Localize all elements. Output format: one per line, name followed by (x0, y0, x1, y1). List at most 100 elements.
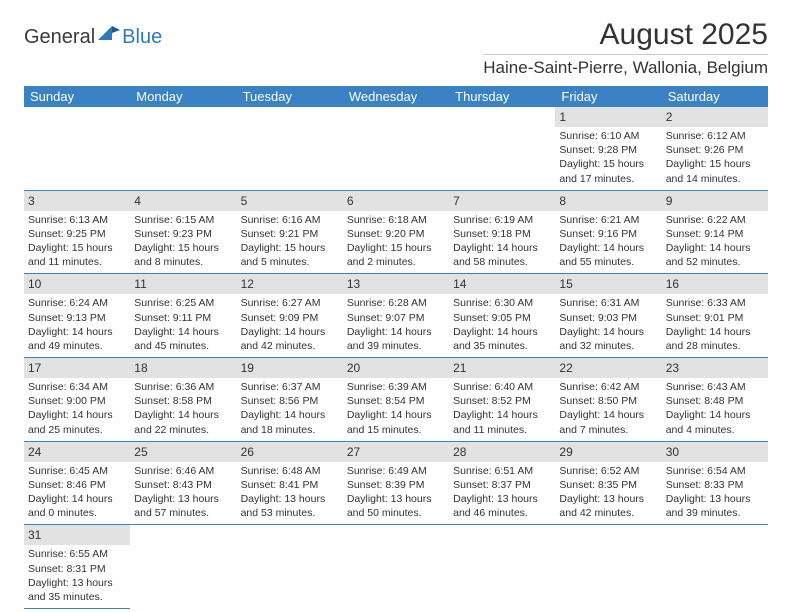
empty-cell (343, 107, 449, 191)
logo-flag-icon (98, 26, 120, 49)
day-number: 12 (241, 277, 254, 291)
weekday-header-row: SundayMondayTuesdayWednesdayThursdayFrid… (24, 86, 768, 107)
day-number: 31 (28, 528, 41, 542)
day-number: 30 (666, 445, 679, 459)
weekday-header: Wednesday (343, 86, 449, 107)
day-cell: 17 Sunrise: 6:34 AMSunset: 9:00 PMDayligh… (24, 358, 130, 442)
empty-cell (449, 107, 555, 191)
day-cell: 29 Sunrise: 6:52 AMSunset: 8:35 PMDayligh… (555, 442, 661, 526)
sun-info: Sunrise: 6:37 AMSunset: 8:56 PMDaylight:… (241, 380, 339, 437)
day-cell: 8 Sunrise: 6:21 AMSunset: 9:16 PMDaylight… (555, 191, 661, 275)
calendar-row: 3 Sunrise: 6:13 AMSunset: 9:25 PMDaylight… (24, 191, 768, 275)
sun-info: Sunrise: 6:12 AMSunset: 9:26 PMDaylight:… (666, 129, 764, 186)
day-number: 13 (347, 277, 360, 291)
calendar-row: 24Sunrise: 6:45 AMSunset: 8:46 PMDayligh… (24, 442, 768, 526)
day-cell: 16 Sunrise: 6:33 AMSunset: 9:01 PMDayligh… (662, 274, 768, 358)
empty-cell (24, 107, 130, 191)
sun-info: Sunrise: 6:30 AMSunset: 9:05 PMDaylight:… (453, 296, 551, 353)
logo: General Blue (24, 26, 162, 49)
calendar-row: 10 Sunrise: 6:24 AMSunset: 9:13 PMDayligh… (24, 274, 768, 358)
day-cell: 24Sunrise: 6:45 AMSunset: 8:46 PMDayligh… (24, 442, 130, 526)
location: Haine-Saint-Pierre, Wallonia, Belgium (483, 58, 768, 78)
sun-info: Sunrise: 6:49 AMSunset: 8:39 PMDaylight:… (347, 464, 445, 521)
weekday-header: Friday (555, 86, 661, 107)
day-number: 20 (347, 361, 360, 375)
logo-text-general: General (24, 26, 95, 49)
day-cell: 15 Sunrise: 6:31 AMSunset: 9:03 PMDayligh… (555, 274, 661, 358)
sun-info: Sunrise: 6:36 AMSunset: 8:58 PMDaylight:… (134, 380, 232, 437)
sun-info: Sunrise: 6:13 AMSunset: 9:25 PMDaylight:… (28, 213, 126, 270)
day-number: 9 (666, 194, 673, 208)
sun-info: Sunrise: 6:43 AMSunset: 8:48 PMDaylight:… (666, 380, 764, 437)
sun-info: Sunrise: 6:24 AMSunset: 9:13 PMDaylight:… (28, 296, 126, 353)
sun-info: Sunrise: 6:51 AMSunset: 8:37 PMDaylight:… (453, 464, 551, 521)
day-cell: 18Sunrise: 6:36 AMSunset: 8:58 PMDayligh… (130, 358, 236, 442)
day-number: 11 (134, 277, 146, 291)
sun-info: Sunrise: 6:45 AMSunset: 8:46 PMDaylight:… (28, 464, 126, 521)
day-number: 7 (453, 194, 460, 208)
day-number: 17 (28, 361, 41, 375)
weekday-header: Sunday (24, 86, 130, 107)
day-cell: 19 Sunrise: 6:37 AMSunset: 8:56 PMDayligh… (237, 358, 343, 442)
day-number: 10 (28, 277, 41, 291)
day-cell: 13Sunrise: 6:28 AMSunset: 9:07 PMDayligh… (343, 274, 449, 358)
weekday-header: Monday (130, 86, 236, 107)
sun-info: Sunrise: 6:19 AMSunset: 9:18 PMDaylight:… (453, 213, 551, 270)
title-block: August 2025 Haine-Saint-Pierre, Wallonia… (483, 18, 768, 78)
day-cell: 30 Sunrise: 6:54 AMSunset: 8:33 PMDayligh… (662, 442, 768, 526)
day-cell: 31 Sunrise: 6:55 AMSunset: 8:31 PMDayligh… (24, 525, 130, 609)
calendar-table: SundayMondayTuesdayWednesdayThursdayFrid… (24, 86, 768, 609)
day-number: 23 (666, 361, 679, 375)
header: General Blue August 2025 Haine-Saint-Pie… (24, 18, 768, 78)
sun-info: Sunrise: 6:52 AMSunset: 8:35 PMDaylight:… (559, 464, 657, 521)
sun-info: Sunrise: 6:16 AMSunset: 9:21 PMDaylight:… (241, 213, 339, 270)
sun-info: Sunrise: 6:33 AMSunset: 9:01 PMDaylight:… (666, 296, 764, 353)
day-number: 1 (559, 110, 566, 124)
day-cell: 6 Sunrise: 6:18 AMSunset: 9:20 PMDaylight… (343, 191, 449, 275)
day-number: 26 (241, 445, 254, 459)
day-number: 8 (559, 194, 566, 208)
sun-info: Sunrise: 6:39 AMSunset: 8:54 PMDaylight:… (347, 380, 445, 437)
empty-cell (662, 525, 768, 609)
sun-info: Sunrise: 6:25 AMSunset: 9:11 PMDaylight:… (134, 296, 232, 353)
empty-cell (237, 525, 343, 609)
sun-info: Sunrise: 6:18 AMSunset: 9:20 PMDaylight:… (347, 213, 445, 270)
day-number: 3 (28, 194, 35, 208)
day-cell: 5Sunrise: 6:16 AMSunset: 9:21 PMDaylight… (237, 191, 343, 275)
day-cell: 1Sunrise: 6:10 AMSunset: 9:28 PMDaylight… (555, 107, 661, 191)
month-title: August 2025 (483, 18, 768, 55)
weekday-header: Thursday (449, 86, 555, 107)
sun-info: Sunrise: 6:42 AMSunset: 8:50 PMDaylight:… (559, 380, 657, 437)
calendar-body: 1Sunrise: 6:10 AMSunset: 9:28 PMDaylight… (24, 107, 768, 609)
day-number: 2 (666, 110, 673, 124)
calendar-row: 1Sunrise: 6:10 AMSunset: 9:28 PMDaylight… (24, 107, 768, 191)
sun-info: Sunrise: 6:46 AMSunset: 8:43 PMDaylight:… (134, 464, 232, 521)
day-number: 15 (559, 277, 572, 291)
weekday-header: Tuesday (237, 86, 343, 107)
day-number: 21 (453, 361, 466, 375)
day-number: 22 (559, 361, 572, 375)
day-cell: 21Sunrise: 6:40 AMSunset: 8:52 PMDayligh… (449, 358, 555, 442)
day-cell: 22 Sunrise: 6:42 AMSunset: 8:50 PMDayligh… (555, 358, 661, 442)
sun-info: Sunrise: 6:31 AMSunset: 9:03 PMDaylight:… (559, 296, 657, 353)
sun-info: Sunrise: 6:55 AMSunset: 8:31 PMDaylight:… (28, 547, 126, 604)
day-cell: 23 Sunrise: 6:43 AMSunset: 8:48 PMDayligh… (662, 358, 768, 442)
calendar-row: 31 Sunrise: 6:55 AMSunset: 8:31 PMDayligh… (24, 525, 768, 609)
day-cell: 9Sunrise: 6:22 AMSunset: 9:14 PMDaylight… (662, 191, 768, 275)
day-number: 25 (134, 445, 147, 459)
day-number: 19 (241, 361, 254, 375)
day-number: 28 (453, 445, 466, 459)
empty-cell (555, 525, 661, 609)
day-number: 6 (347, 194, 354, 208)
day-number: 29 (559, 445, 572, 459)
day-cell: 7 Sunrise: 6:19 AMSunset: 9:18 PMDaylight… (449, 191, 555, 275)
day-number: 16 (666, 277, 679, 291)
day-cell: 10 Sunrise: 6:24 AMSunset: 9:13 PMDayligh… (24, 274, 130, 358)
sun-info: Sunrise: 6:54 AMSunset: 8:33 PMDaylight:… (666, 464, 764, 521)
day-cell: 11 Sunrise: 6:25 AMSunset: 9:11 PMDayligh… (130, 274, 236, 358)
sun-info: Sunrise: 6:34 AMSunset: 9:00 PMDaylight:… (28, 380, 126, 437)
sun-info: Sunrise: 6:21 AMSunset: 9:16 PMDaylight:… (559, 213, 657, 270)
weekday-header: Saturday (662, 86, 768, 107)
day-cell: 27Sunrise: 6:49 AMSunset: 8:39 PMDayligh… (343, 442, 449, 526)
day-number: 14 (453, 277, 466, 291)
